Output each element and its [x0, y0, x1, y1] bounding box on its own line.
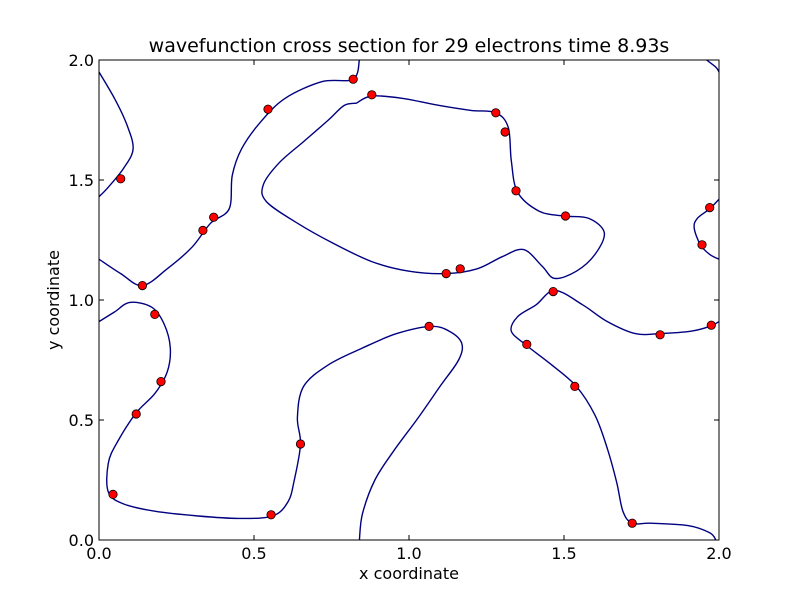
chart-title: wavefunction cross section for 29 electr… — [149, 35, 670, 57]
electron-marker-2 — [263, 104, 273, 114]
y-axis-label: y coordinate — [44, 250, 63, 350]
y-tick-label-4: 2.0 — [69, 51, 94, 70]
electron-marker-5 — [491, 108, 501, 118]
x-axis-label: x coordinate — [359, 564, 459, 583]
nodal-curve-4 — [261, 95, 606, 280]
x-tick-label-2: 1.0 — [396, 544, 421, 563]
curves-layer — [99, 60, 719, 540]
nodal-curve-5 — [510, 289, 719, 540]
electron-marker-21 — [522, 339, 532, 349]
electron-marker-28 — [627, 518, 637, 528]
electron-marker-20 — [706, 320, 716, 330]
electron-marker-27 — [266, 510, 276, 520]
electron-marker-23 — [570, 381, 580, 391]
y-ticks: 0.0 0.5 1.0 1.5 2.0 — [69, 51, 719, 550]
electron-marker-7 — [511, 186, 521, 196]
y-tick-label-3: 1.5 — [69, 171, 94, 190]
nodal-curve-3 — [99, 301, 464, 540]
electron-marker-25 — [295, 439, 306, 449]
nodal-curve-2 — [99, 60, 361, 287]
electron-marker-6 — [500, 127, 510, 137]
electron-marker-18 — [424, 321, 434, 331]
electron-marker-12 — [198, 225, 208, 235]
electron-marker-14 — [441, 268, 451, 279]
electron-marker-22 — [156, 376, 166, 387]
electron-marker-19 — [655, 330, 665, 340]
electron-marker-13 — [137, 280, 147, 291]
electron-marker-11 — [209, 212, 219, 222]
x-tick-label-4: 2.0 — [706, 544, 731, 563]
x-ticks: 0.0 0.5 1.0 1.5 2.0 — [86, 60, 732, 563]
markers-layer — [108, 74, 716, 528]
electron-marker-24 — [131, 409, 141, 419]
nodal-curve-7 — [706, 60, 719, 73]
electron-marker-10 — [697, 240, 707, 250]
y-tick-label-1: 0.5 — [69, 411, 94, 430]
x-tick-label-0: 0.0 — [86, 544, 111, 563]
electron-marker-15 — [455, 264, 465, 274]
electron-marker-9 — [705, 203, 715, 213]
electron-marker-3 — [348, 74, 358, 84]
nodal-curve-1 — [99, 71, 134, 198]
y-tick-label-0: 0.0 — [69, 531, 94, 550]
electron-marker-4 — [367, 90, 377, 100]
x-tick-label-1: 0.5 — [241, 544, 266, 563]
electron-marker-8 — [560, 211, 571, 221]
x-tick-label-3: 1.5 — [551, 544, 576, 563]
plot-frame — [98, 59, 720, 541]
y-tick-label-2: 1.0 — [69, 291, 94, 310]
electron-marker-1 — [116, 174, 126, 184]
electron-marker-26 — [108, 489, 118, 499]
electron-marker-16 — [548, 286, 558, 297]
electron-marker-17 — [150, 309, 160, 319]
